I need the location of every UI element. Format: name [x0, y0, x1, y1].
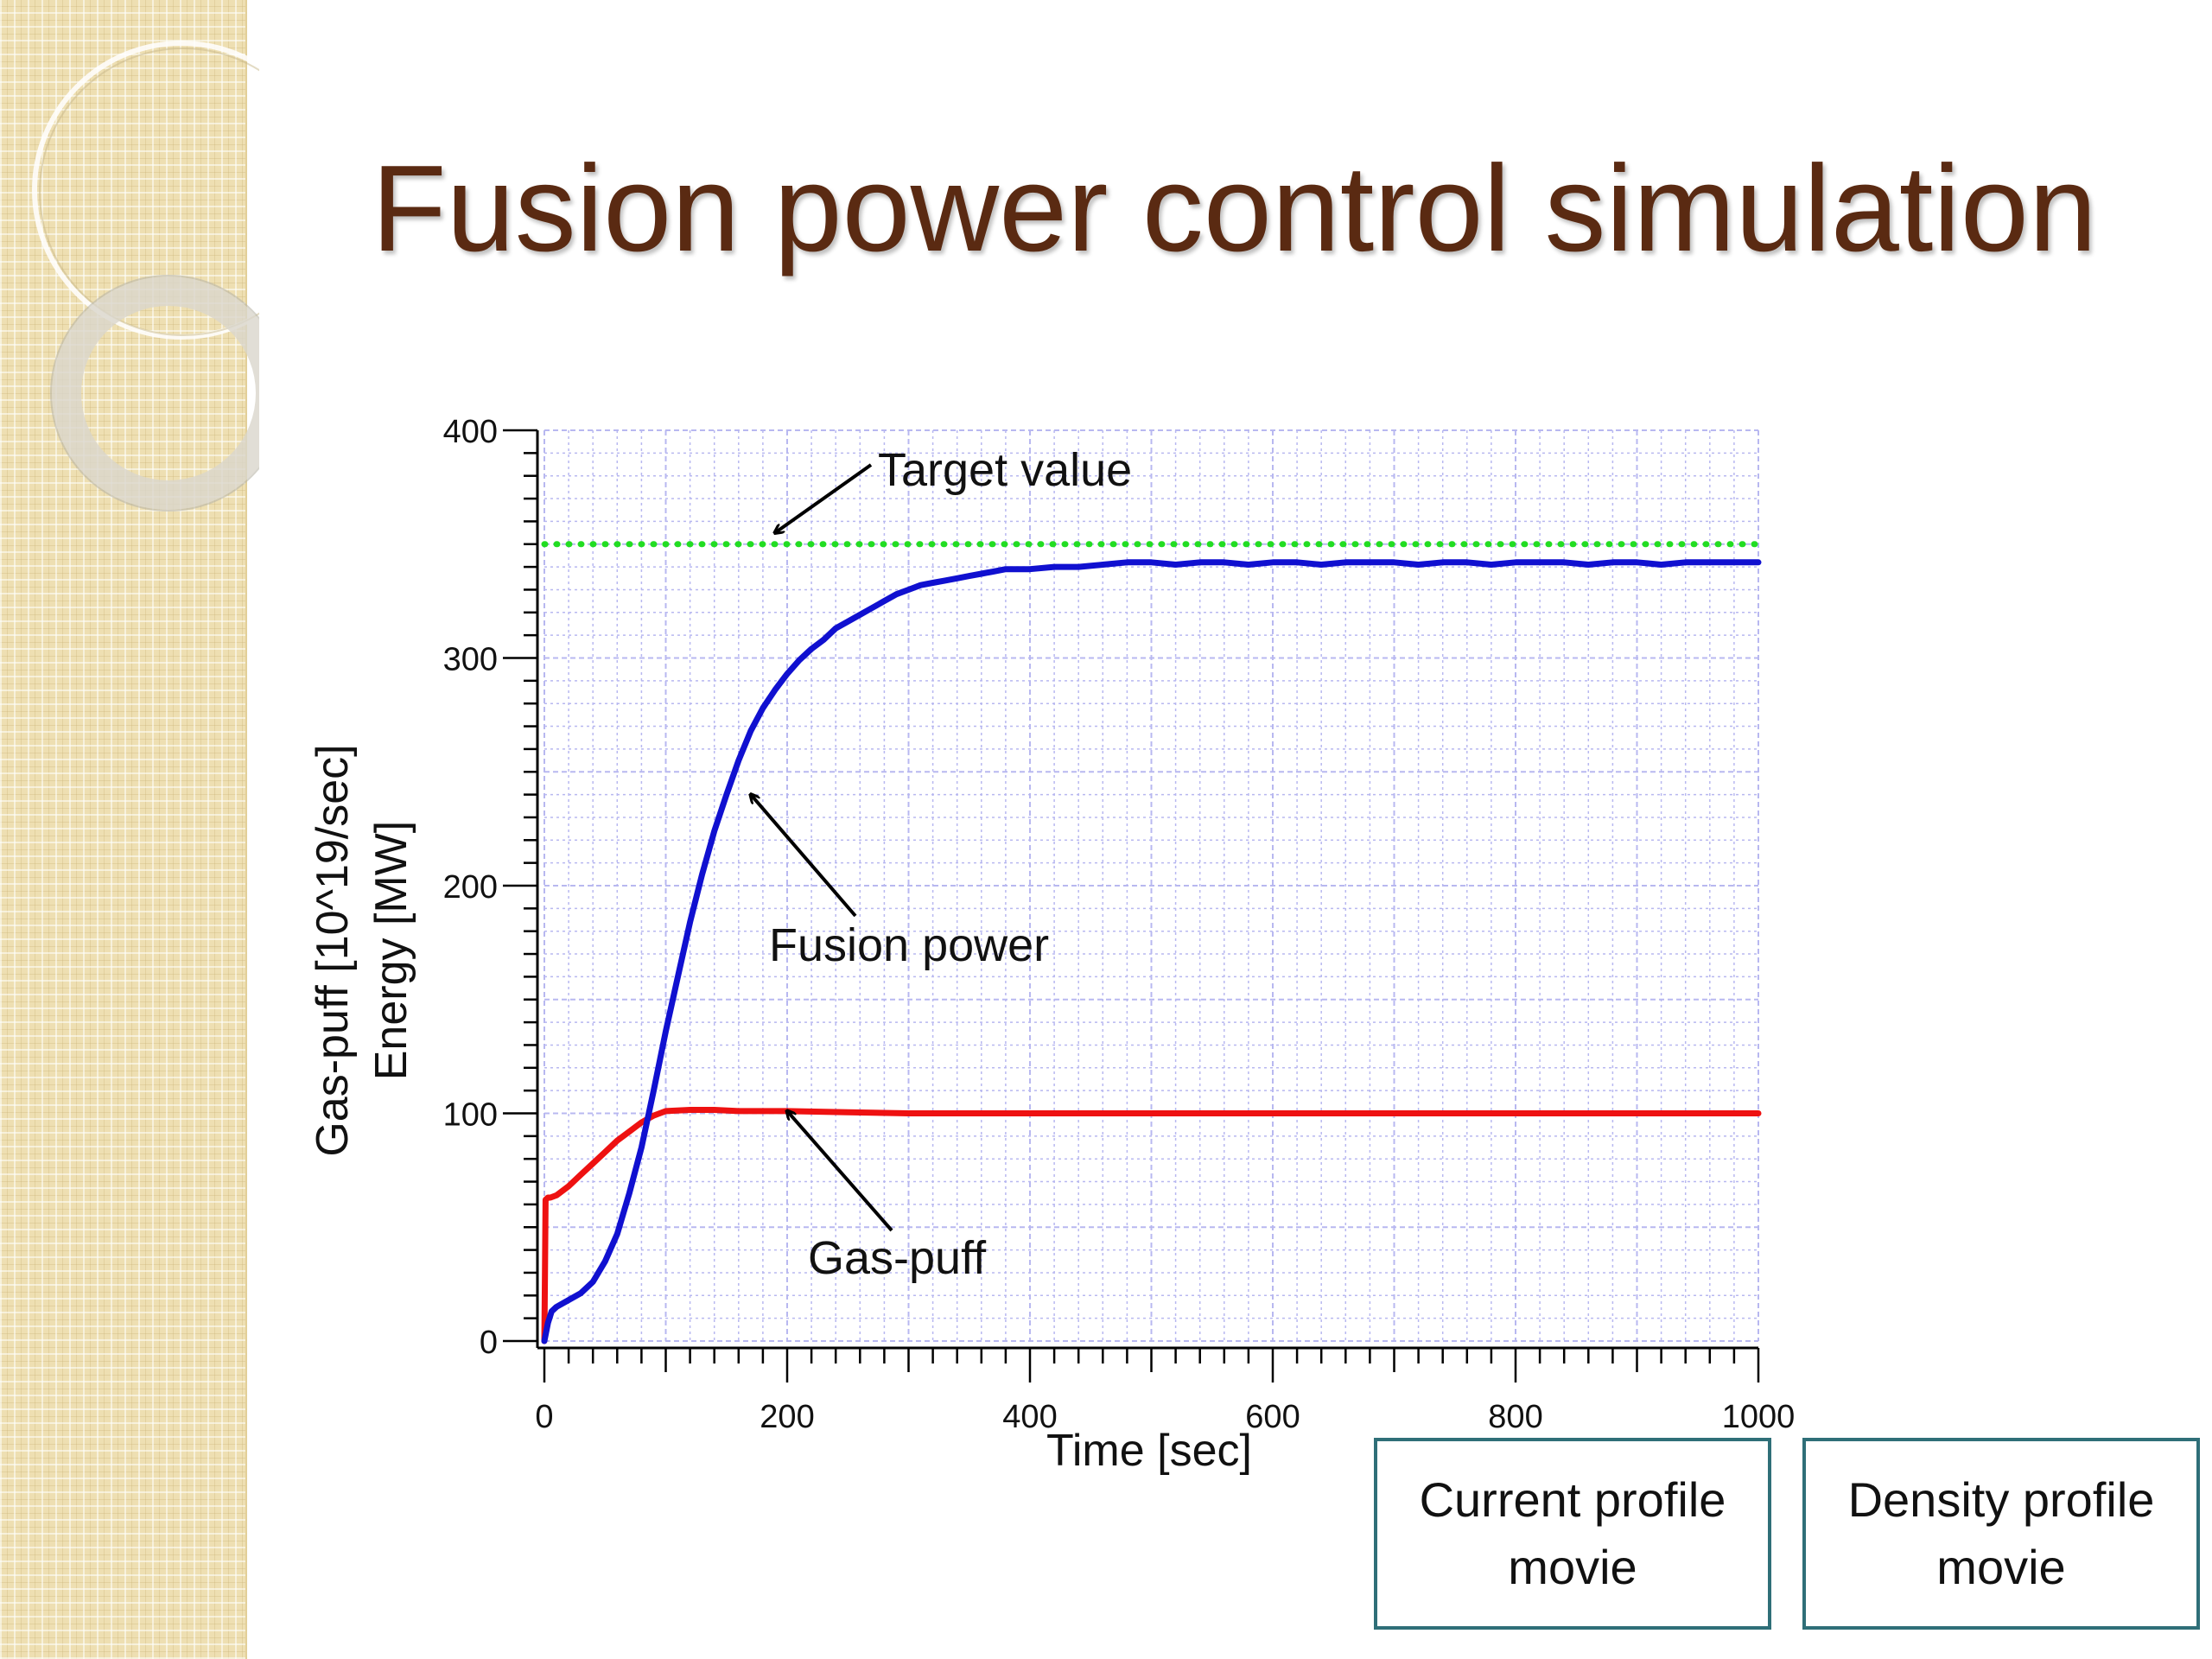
gas-puff-annotation-label: Gas-puff	[808, 1232, 987, 1284]
current-profile-movie-button[interactable]: Current profile movie	[1374, 1438, 1771, 1630]
gas-puff-line	[541, 1107, 1762, 1344]
y-axis-label-energy: Energy [MW]	[366, 821, 416, 1081]
chart-grid	[543, 429, 1759, 1342]
target-value-annotation-label: Target value	[878, 444, 1132, 496]
x-tick-label: 800	[1488, 1399, 1542, 1435]
y-tick-label: 100	[443, 1097, 498, 1134]
chart-series	[541, 541, 1762, 1344]
density-profile-movie-label-line1: Density profile	[1847, 1472, 2155, 1527]
x-tick-label: 200	[760, 1399, 814, 1435]
chart-axes	[536, 430, 1758, 1350]
current-profile-movie-label-line2: movie	[1508, 1540, 1637, 1594]
current-profile-movie-label-line1: Current profile	[1419, 1472, 1726, 1527]
density-profile-movie-label-line2: movie	[1936, 1540, 2066, 1594]
target-value-arrow-icon	[775, 463, 873, 533]
slide-title: Fusion power control simulation	[372, 140, 2097, 277]
deco-ring-large-shadow	[39, 48, 259, 336]
fusion-power-line	[541, 559, 1762, 1344]
chart-ticks: 0 100 200 300 400 0 200 400 600 800 1000	[443, 414, 1796, 1435]
density-profile-movie-button[interactable]: Density profile movie	[1802, 1438, 2200, 1630]
deco-ring-small	[52, 276, 259, 510]
y-tick-label: 200	[443, 869, 498, 906]
deco-ring-large	[32, 41, 259, 340]
x-tick-label: 400	[1002, 1399, 1057, 1435]
decorative-rings	[32, 41, 259, 512]
fusion-power-annotation-label: Fusion power	[769, 919, 1049, 971]
gas-puff-arrow-icon	[787, 1111, 893, 1232]
x-tick-label: 1000	[1722, 1399, 1796, 1435]
decorative-side-strip	[0, 0, 247, 1659]
chart-annotations: Target value Fusion power Gas-puff	[751, 444, 1132, 1284]
x-tick-label: 0	[535, 1399, 553, 1435]
y-tick-label: 400	[443, 414, 498, 450]
y-tick-label: 300	[443, 642, 498, 678]
x-axis-label: Time [sec]	[1046, 1426, 1252, 1476]
deco-ring-small-edge	[50, 275, 259, 512]
y-axis-label-gas-puff: Gas-puff [10^19/sec]	[308, 744, 358, 1156]
y-tick-label: 0	[480, 1325, 498, 1361]
fusion-power-arrow-icon	[751, 795, 857, 918]
x-tick-label: 600	[1245, 1399, 1300, 1435]
